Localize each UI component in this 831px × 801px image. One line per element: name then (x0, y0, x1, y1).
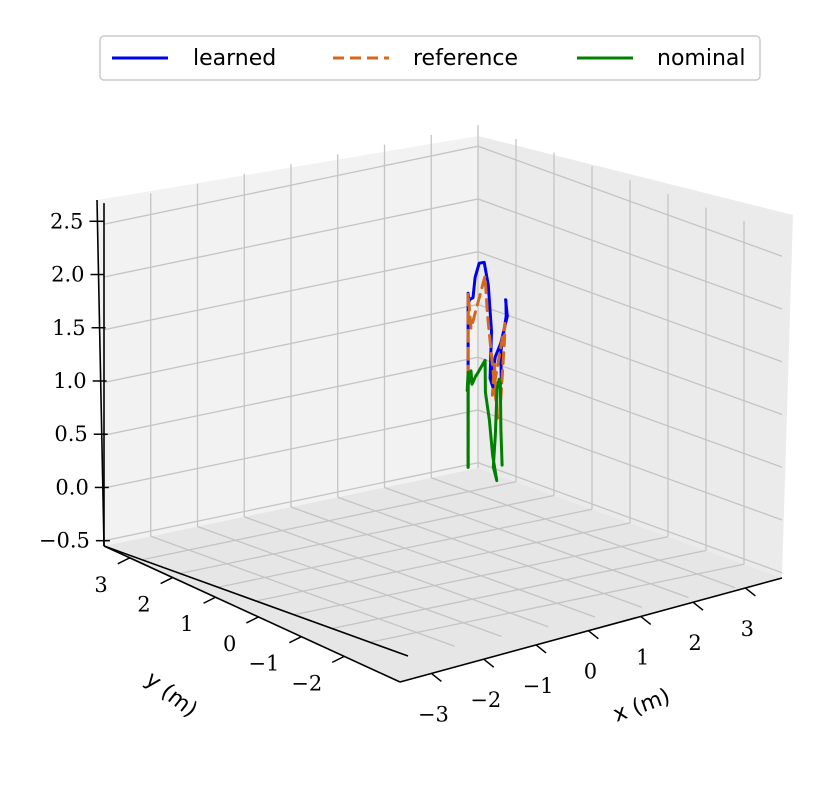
axes (89, 199, 783, 683)
series-line-nominal (465, 358, 504, 483)
z-tick-label: 2.0 (51, 263, 84, 287)
grid (103, 125, 783, 647)
z-tick-label: −0.5 (39, 529, 90, 553)
y-tick (246, 616, 259, 624)
z-tick-label: 0.5 (54, 422, 87, 446)
y-tick (117, 557, 131, 565)
x-axis-line (399, 577, 783, 683)
x-tick (483, 658, 495, 668)
floor-pane (104, 468, 782, 682)
y-tick-label: 1 (180, 612, 193, 636)
floor-grid-line-y (431, 477, 736, 589)
legend: learned reference nominal (99, 35, 761, 81)
y-tick (331, 655, 345, 664)
y-tick-label: −2 (291, 671, 322, 695)
x-tick-label: 2 (688, 631, 701, 655)
floor-grid-line-x (369, 563, 745, 643)
y-tick (288, 635, 302, 644)
floor-grid-line-y (384, 486, 689, 599)
x-tick (640, 615, 652, 626)
x-tick (535, 644, 547, 654)
legend-label-reference: reference (413, 46, 518, 71)
series-layer (465, 260, 509, 483)
x-axis-line (103, 545, 409, 657)
floor-grid-line-y (290, 506, 596, 618)
x-tick-label: 3 (741, 617, 754, 641)
x-tick (430, 672, 442, 683)
y-axis-label: y (m) (140, 667, 202, 723)
x-axis-label: x (m) (610, 684, 674, 728)
legend-entry-nominal: nominal (577, 46, 745, 71)
legend-frame (99, 35, 761, 81)
x-tick-label: −1 (523, 674, 554, 698)
x-tick-label: 0 (584, 660, 597, 684)
y-tick (203, 596, 216, 604)
z-axis-line (96, 199, 105, 547)
z-tick-label: 1.0 (53, 369, 86, 393)
z-tick-label: 0.0 (55, 475, 88, 499)
z-tick-label: 2.5 (50, 209, 83, 233)
x-tick (587, 630, 599, 640)
floor-grid-line-x (293, 536, 669, 616)
y-tick-label: 2 (137, 593, 150, 617)
y-tick-label: −1 (248, 652, 279, 676)
legend-entry-reference: reference (333, 46, 518, 71)
x-tick (692, 601, 704, 611)
y-tick-label: 3 (94, 573, 107, 597)
legend-label-nominal: nominal (657, 46, 745, 71)
y-axis-line (103, 545, 401, 683)
x-tick-label: 1 (636, 645, 649, 669)
back-pane-left (97, 136, 478, 546)
legend-label-learned: learned (193, 46, 276, 71)
floor-grid-line-y (337, 496, 642, 608)
x-tick-label: −2 (470, 688, 501, 712)
series-line-reference (466, 274, 507, 469)
tick-labels: −0.5 0.0 0.5 1.0 1.5 2.0 2.5 −2 −1 0 1 2 3 −3 −2 −1 0 1 2 3 (39, 209, 754, 726)
z-tick-label: 1.5 (52, 316, 85, 340)
x-tick-label: −3 (418, 702, 449, 726)
y-tick-label: 0 (223, 632, 236, 656)
y-tick (160, 576, 173, 585)
back-pane-right (478, 136, 793, 578)
x-tick (744, 587, 756, 597)
legend-entry-learned: learned (112, 46, 276, 71)
floor-grid-line-x (331, 549, 707, 630)
